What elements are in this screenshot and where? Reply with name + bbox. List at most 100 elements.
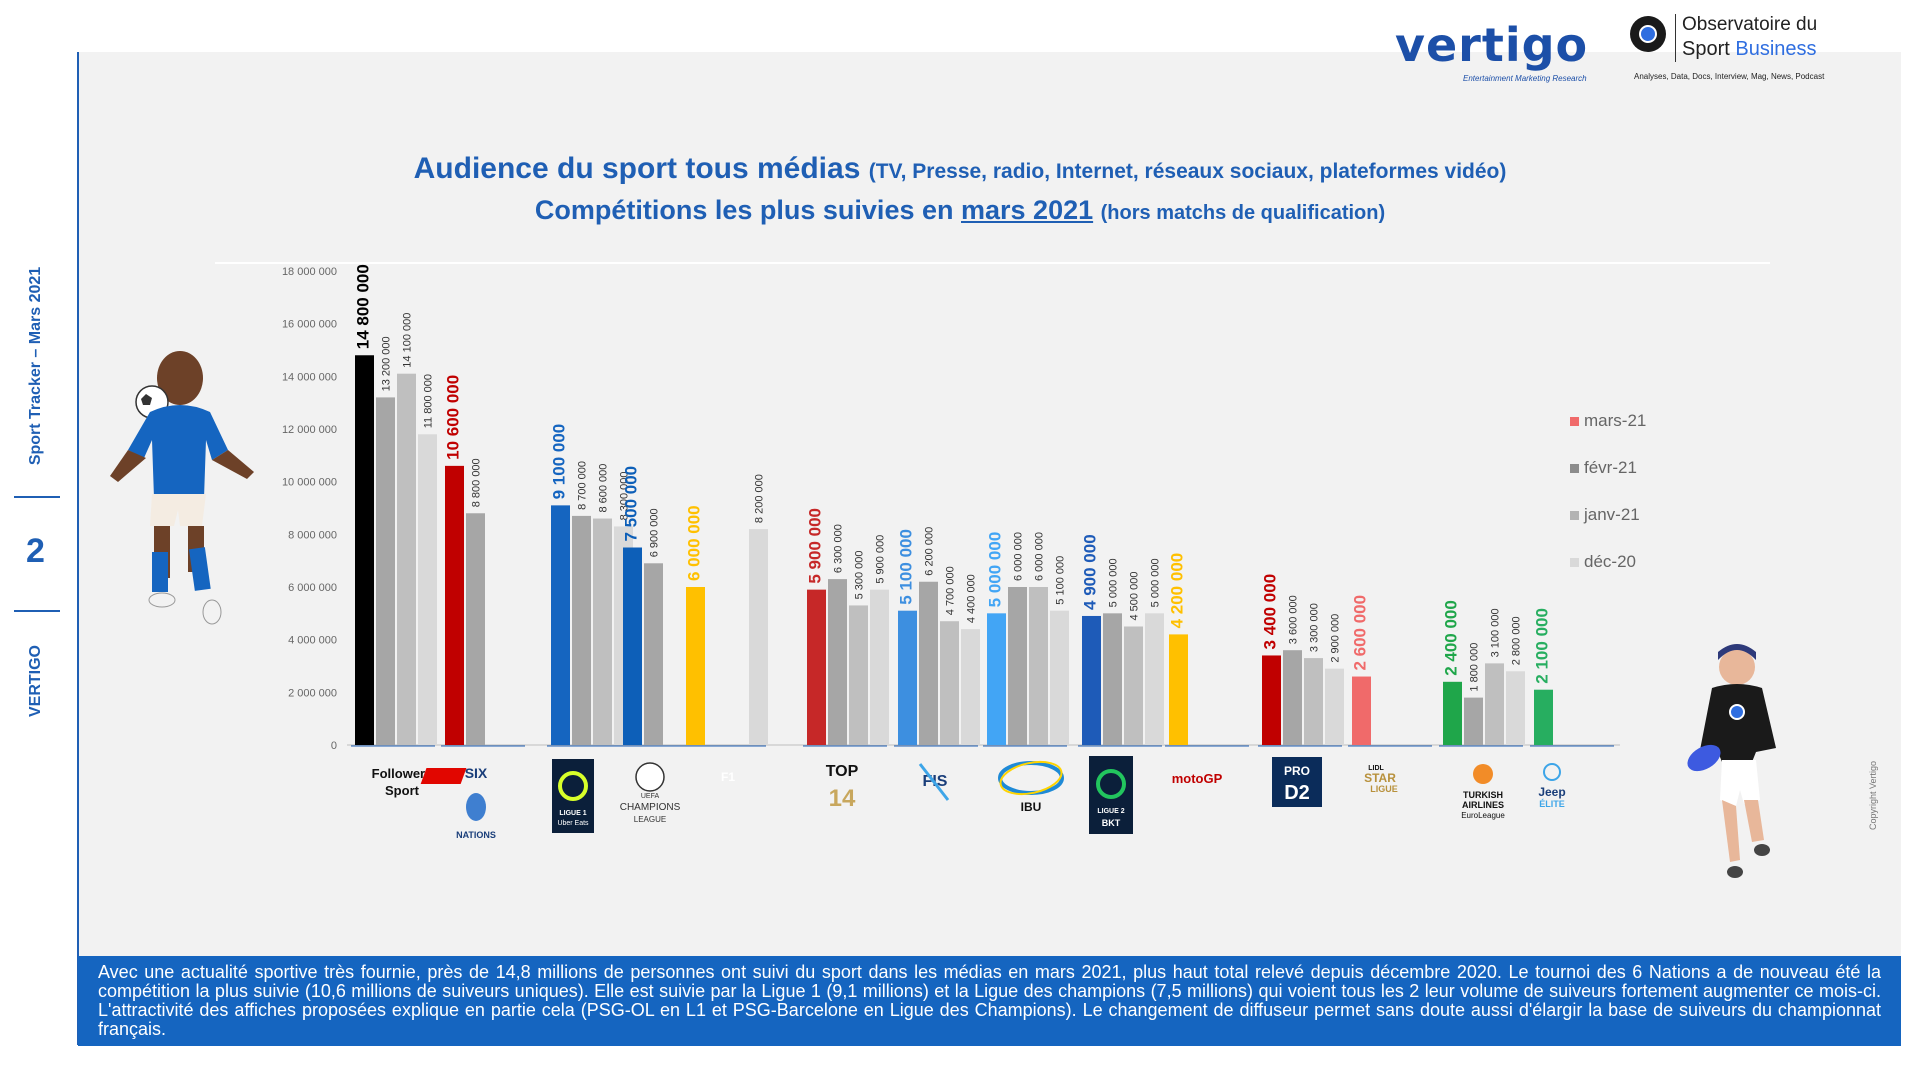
data-label: 6 000 000 [1034, 532, 1046, 581]
data-label: 3 100 000 [1490, 608, 1502, 657]
champions-league-star-icon [635, 762, 665, 792]
data-label: 3 300 000 [1309, 603, 1321, 652]
formula1-logo-text: F1 [721, 770, 735, 784]
legend-item: mars-21 [1584, 411, 1646, 430]
legend-item: déc-20 [1584, 552, 1636, 571]
data-label: 2 100 000 [1533, 608, 1552, 684]
legend-swatch [1570, 511, 1579, 520]
legend-swatch [1570, 464, 1579, 473]
lidl-starligue-logo: LIDL [1368, 765, 1384, 772]
ibu-logo-text: IBU [1021, 800, 1042, 814]
ucl-logo-text: CHAMPIONS [620, 802, 681, 813]
bar [644, 563, 663, 745]
sidebar-divider-bottom [14, 610, 60, 612]
x-label-followers: Followers [372, 766, 433, 781]
bar [1304, 658, 1323, 745]
data-label: 4 200 000 [1168, 553, 1187, 629]
jeep-elite-logo-text: ÉLITE [1539, 799, 1565, 809]
bar [1352, 676, 1371, 745]
bar [593, 518, 612, 745]
bar [466, 513, 485, 745]
euroleague-logo-text: AIRLINES [1462, 800, 1504, 810]
legend-item: févr-21 [1584, 458, 1637, 477]
bar [1124, 626, 1143, 745]
prod2-logo-badge [1272, 757, 1322, 807]
y-tick-label: 18 000 000 [282, 266, 337, 278]
jeep-elite-logo-text: Jeep [1538, 785, 1565, 799]
prod2-logo-text: D2 [1284, 782, 1310, 804]
ibu-ring-icon [999, 760, 1063, 796]
ligue1-icon [558, 771, 588, 801]
data-label: 3 600 000 [1288, 595, 1300, 644]
y-tick-label: 16 000 000 [282, 319, 337, 331]
bar [397, 373, 416, 745]
bar [355, 355, 374, 745]
observatoire-sport: Sport [1682, 38, 1730, 60]
euroleague-ball-icon [1473, 764, 1493, 784]
data-label: 6 000 000 [1013, 532, 1025, 581]
legend-swatch [1570, 417, 1579, 426]
bar [1082, 615, 1101, 745]
euroleague-logo-text: EuroLeague [1461, 811, 1505, 820]
data-label: 2 400 000 [1442, 600, 1461, 676]
lidl-starligue-logo: STAR [1364, 771, 1396, 785]
observatoire-divider [1675, 14, 1676, 62]
vertigo-wordmark: vertigo [1395, 18, 1589, 72]
bar [849, 605, 868, 745]
bar [1464, 697, 1483, 745]
y-tick-label: 6 000 000 [288, 582, 337, 594]
subtitle-note: (hors matchs de qualification) [1100, 202, 1386, 224]
rugby-ball-icon [466, 793, 486, 821]
legend: mars-21 févr-21 janv-21 déc-20 [1570, 411, 1646, 571]
bar [1103, 613, 1122, 745]
title-main: Audience du sport tous médias [413, 152, 861, 185]
formula1-logo-icon [420, 768, 467, 784]
observatoire-business: Business [1735, 38, 1817, 60]
data-label: 8 800 000 [471, 458, 483, 507]
ligue2-icon [1096, 769, 1126, 799]
data-label: 8 700 000 [577, 461, 589, 510]
ibu-ring-icon [998, 761, 1064, 795]
data-label: 3 400 000 [1261, 574, 1280, 650]
bar [1325, 668, 1344, 745]
bar [551, 505, 570, 745]
data-label: 2 800 000 [1511, 616, 1523, 665]
observatoire-tagline: Analyses, Data, Docs, Interview, Mag, Ne… [1634, 72, 1825, 81]
data-label: 1 800 000 [1469, 643, 1481, 692]
data-label: 5 900 000 [875, 535, 887, 584]
bar [987, 613, 1006, 745]
data-label: 8 600 000 [598, 464, 610, 513]
top14-logo: 14 [829, 785, 856, 812]
motogp-logo: motoGP [1172, 771, 1223, 786]
value-labels: 14 800 000 13 200 000 14 100 000 11 800 000… [354, 264, 1552, 691]
sidebar-divider-top [14, 496, 60, 498]
left-rule [77, 52, 79, 1045]
bar [1050, 610, 1069, 745]
bar [1506, 671, 1525, 745]
data-label: 8 200 000 [754, 474, 766, 523]
data-label: 4 500 000 [1129, 572, 1141, 621]
ucl-logo-text: LEAGUE [634, 815, 666, 824]
data-label: 6 900 000 [649, 508, 661, 557]
y-tick-label: 2 000 000 [288, 687, 337, 699]
data-label: 9 100 000 [550, 424, 569, 500]
six-nations-logo: NATIONS [456, 830, 496, 840]
bar [376, 397, 395, 745]
y-tick-label: 0 [331, 740, 337, 752]
vertigo-logo: vertigo Entertainment Marketing Research [1395, 18, 1605, 88]
bar [1145, 613, 1164, 745]
data-label: 6 300 000 [833, 524, 845, 573]
bar [418, 434, 437, 745]
subtitle-pre: Compétitions les plus suivies en [534, 195, 954, 225]
bar [961, 629, 980, 745]
bar [898, 610, 917, 745]
ligue2-logo-text: BKT [1102, 818, 1121, 828]
bar [749, 529, 768, 745]
data-label: 14 100 000 [402, 313, 414, 368]
page-number: 2 [26, 532, 45, 570]
data-label: 4 900 000 [1081, 534, 1100, 610]
commentary-box: Avec une actualité sportive très fournie… [78, 956, 1901, 1046]
data-label: 4 400 000 [966, 574, 978, 623]
bar [1534, 689, 1553, 745]
data-label: 6 200 000 [924, 527, 936, 576]
